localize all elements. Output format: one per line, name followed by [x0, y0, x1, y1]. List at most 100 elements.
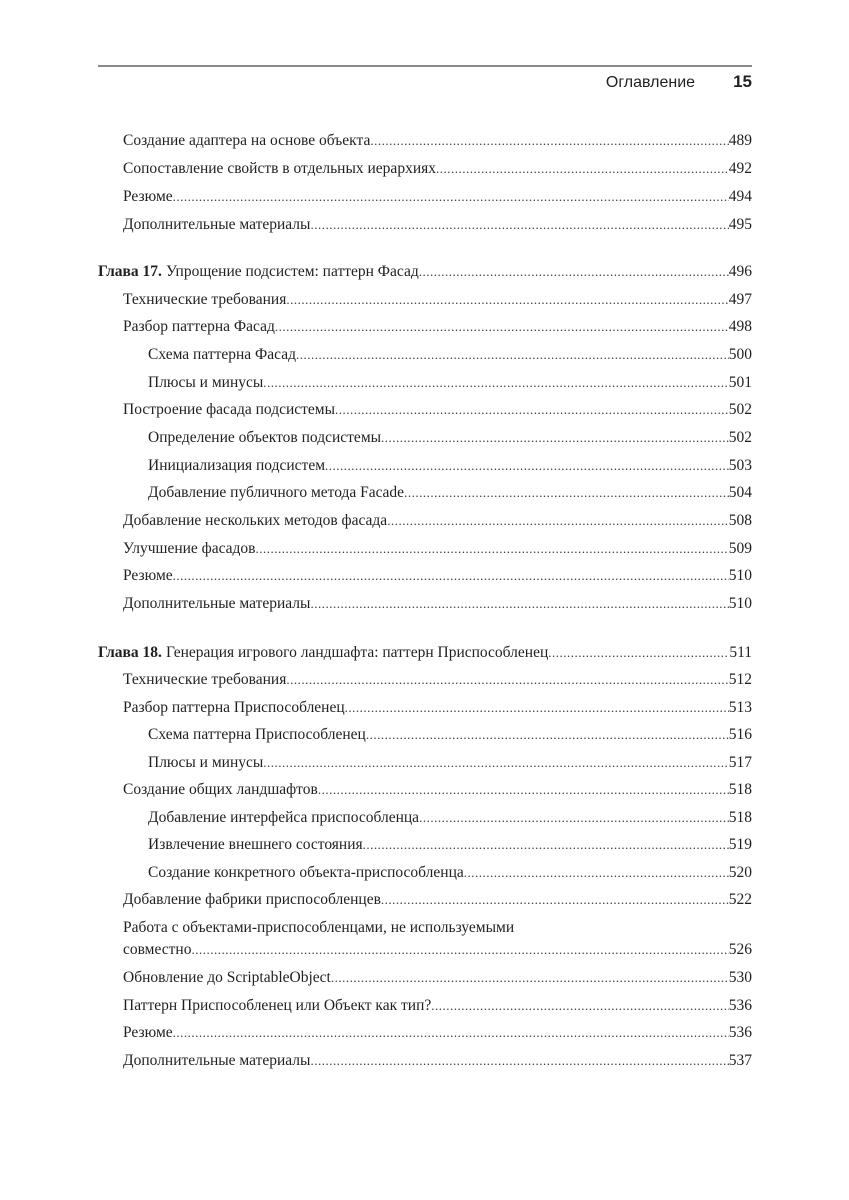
entry-title: Резюме — [123, 1024, 173, 1041]
entry-page-number: 536 — [728, 1024, 752, 1041]
entry-title: Создание конкретного объекта-приспособле… — [148, 864, 464, 881]
toc-entry[interactable]: Добавление публичного метода Facade.....… — [148, 483, 752, 503]
leader-dots: ........................................… — [317, 782, 729, 797]
toc-entry[interactable]: Сопоставление свойств в отдельных иерарх… — [123, 159, 752, 179]
leader-dots: ........................................… — [263, 375, 729, 390]
toc-entry[interactable]: Создание адаптера на основе объекта.....… — [123, 131, 752, 151]
toc-entry[interactable]: Схема паттерна Приспособленец...........… — [148, 725, 752, 745]
leader-dots: ........................................… — [335, 402, 729, 417]
entry-title: Плюсы и минусы — [148, 754, 264, 771]
toc-entry[interactable]: совместно...............................… — [123, 940, 752, 960]
entry-title: Работа с объектами-приспособленцами, не … — [123, 919, 515, 936]
leader-dots: ........................................… — [365, 727, 729, 742]
toc-entry[interactable]: Плюсы и минусы..........................… — [148, 753, 752, 773]
entry-title: Разбор паттерна Фасад — [123, 318, 275, 335]
entry-title: Технические требования — [123, 671, 287, 688]
entry-page-number: 500 — [728, 346, 752, 363]
entry-page-number: 489 — [728, 132, 752, 149]
leader-dots: ........................................… — [310, 217, 729, 232]
entry-title: Плюсы и минусы — [148, 374, 264, 391]
toc-entry[interactable]: Резюме..................................… — [123, 566, 752, 586]
entry-page-number: 502 — [728, 429, 752, 446]
entry-title: Разбор паттерна Приспособленец — [123, 699, 345, 716]
toc-entry[interactable]: Дополнительные материалы................… — [123, 594, 752, 614]
chapter-label: Глава 18. — [98, 644, 162, 661]
toc-entry[interactable]: Разбор паттерна Фасад...................… — [123, 317, 752, 337]
leader-dots: ........................................… — [463, 865, 729, 880]
leader-dots: ........................................… — [370, 133, 728, 148]
entry-title: Резюме — [123, 188, 173, 205]
toc-entry[interactable]: Инициализация подсистем.................… — [148, 456, 752, 476]
toc-entry[interactable]: Схема паттерна Фасад....................… — [148, 345, 752, 365]
entry-page-number: 492 — [728, 160, 752, 177]
toc-entry[interactable]: Технические требования..................… — [123, 670, 752, 690]
toc-entry[interactable]: Дополнительные материалы................… — [123, 215, 752, 235]
entry-page-number: 537 — [728, 1052, 752, 1069]
entry-title: Добавление фабрики приспособленцев — [123, 891, 381, 908]
entry-title: Схема паттерна Приспособленец — [148, 726, 366, 743]
entry-title: Инициализация подсистем — [148, 457, 326, 474]
toc-entry[interactable]: Технические требования..................… — [123, 290, 752, 310]
leader-dots: ........................................… — [172, 568, 729, 583]
leader-dots: ........................................… — [172, 189, 729, 204]
toc-entry[interactable]: Построение фасада подсистемы............… — [123, 400, 752, 420]
toc-entry[interactable]: Создание общих ландшафтов...............… — [123, 780, 752, 800]
entry-page-number: 502 — [728, 401, 752, 418]
toc-entry[interactable]: Дополнительные материалы................… — [123, 1051, 752, 1071]
toc-entry[interactable]: Добавление нескольких методов фасада....… — [123, 511, 752, 531]
entry-page-number: 501 — [728, 374, 752, 391]
entry-title: Дополнительные материалы — [123, 216, 311, 233]
leader-dots: ........................................… — [548, 645, 729, 660]
toc-entry[interactable]: Улучшение фасадов.......................… — [123, 539, 752, 559]
toc-entry[interactable]: Плюсы и минусы..........................… — [148, 373, 752, 393]
leader-dots: ........................................… — [263, 755, 729, 770]
entry-title: Обновление до ScriptableObject — [123, 969, 331, 986]
leader-dots: ........................................… — [404, 485, 729, 500]
leader-dots: ........................................… — [172, 1025, 729, 1040]
header-rule — [98, 65, 752, 67]
leader-dots: ........................................… — [381, 430, 729, 445]
entry-title: Создание общих ландшафтов — [123, 781, 318, 798]
entry-title: Схема паттерна Фасад — [148, 346, 296, 363]
leader-dots: ........................................… — [325, 458, 729, 473]
entry-page-number: 520 — [728, 864, 752, 881]
toc-entry-first-line: Работа с объектами-приспособленцами, не … — [123, 918, 752, 938]
leader-dots: ........................................… — [330, 970, 729, 985]
toc-entry[interactable]: Паттерн Приспособленец или Объект как ти… — [123, 996, 752, 1016]
entry-title: Технические требования — [123, 291, 287, 308]
chapter-label: Глава 17. — [98, 263, 162, 280]
toc-entry[interactable]: Разбор паттерна Приспособленец..........… — [123, 698, 752, 718]
entry-page-number: 504 — [728, 484, 752, 501]
entry-page-number: 513 — [728, 699, 752, 716]
entry-page-number: 496 — [728, 263, 752, 280]
entry-title: Улучшение фасадов — [123, 540, 256, 557]
entry-page-number: 511 — [729, 644, 752, 661]
entry-page-number: 510 — [728, 567, 752, 584]
toc-entry[interactable]: Обновление до ScriptableObject..........… — [123, 968, 752, 988]
toc-entry[interactable]: Добавление интерфейса приспособленца....… — [148, 808, 752, 828]
entry-page-number: 508 — [728, 512, 752, 529]
leader-dots: ........................................… — [419, 810, 729, 825]
toc-chapter-entry[interactable]: Глава 18. Генерация игрового ландшафта: п… — [98, 643, 752, 663]
section-title: Оглавление — [605, 74, 696, 91]
entry-title: Дополнительные материалы — [123, 1052, 311, 1069]
toc-entry[interactable]: Определение объектов подсистемы.........… — [148, 428, 752, 448]
entry-page-number: 510 — [728, 595, 752, 612]
entry-title: Резюме — [123, 567, 173, 584]
entry-page-number: 494 — [728, 188, 752, 205]
toc-entry[interactable]: Добавление фабрики приспособленцев......… — [123, 890, 752, 910]
leader-dots: ........................................… — [380, 892, 729, 907]
entry-page-number: 498 — [728, 318, 752, 335]
toc-chapter-entry[interactable]: Глава 17. Упрощение подсистем: паттерн Фа… — [98, 262, 752, 282]
toc-entry[interactable]: Резюме..................................… — [123, 187, 752, 207]
entry-page-number: 519 — [728, 836, 752, 853]
toc-entry[interactable]: Резюме..................................… — [123, 1023, 752, 1043]
leader-dots: ........................................… — [418, 264, 729, 279]
toc-entry[interactable]: Создание конкретного объекта-приспособле… — [148, 863, 752, 883]
page-number: 15 — [733, 72, 752, 91]
entry-page-number: 503 — [728, 457, 752, 474]
entry-page-number: 509 — [728, 540, 752, 557]
leader-dots: ........................................… — [387, 513, 729, 528]
toc-entry[interactable]: Извлечение внешнего состояния...........… — [148, 835, 752, 855]
leader-dots: ........................................… — [344, 700, 729, 715]
